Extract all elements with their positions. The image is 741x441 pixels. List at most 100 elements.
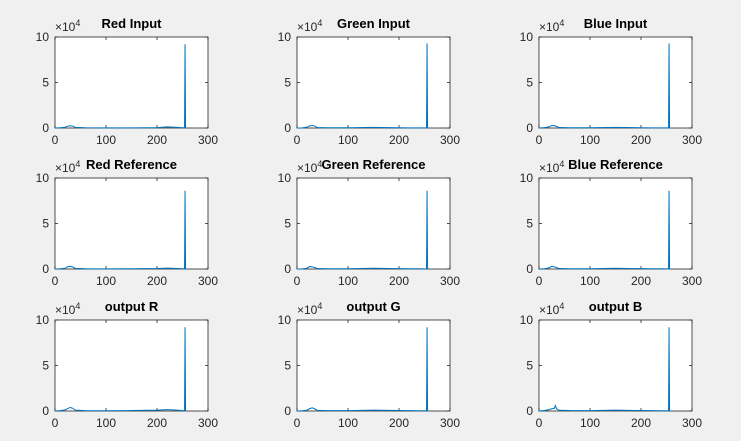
subplot-title: Blue Input <box>584 16 648 31</box>
subplot-3: 0 100 200 300 0 5 10 ×104 Blue Input <box>520 16 703 147</box>
y-tick-label: 0 <box>526 404 533 418</box>
y-exponent-label: ×104 <box>539 18 564 34</box>
y-exponent-label: ×104 <box>297 159 322 175</box>
x-tick-label: 0 <box>294 416 301 430</box>
subplot-7: 0 100 200 300 0 5 10 ×104 output R <box>36 299 219 430</box>
y-tick-label: 10 <box>36 171 50 185</box>
histogram-line <box>54 327 187 412</box>
axes-box <box>538 177 693 270</box>
x-tick-label: 0 <box>52 274 59 288</box>
y-exponent-label: ×104 <box>539 301 564 317</box>
x-tick-label: 300 <box>682 416 702 430</box>
subplot-6: 0 100 200 300 0 5 10 ×104 Blue Reference <box>520 157 703 288</box>
subplot-1: 0 100 200 300 0 5 10 ×104 Red Input <box>36 16 219 147</box>
x-tick-label: 0 <box>536 274 543 288</box>
x-tick-label: 100 <box>580 133 600 147</box>
x-tick-label: 100 <box>96 133 116 147</box>
x-tick-label: 300 <box>682 274 702 288</box>
subplot-title: output B <box>589 299 642 314</box>
y-tick-label: 0 <box>284 404 291 418</box>
axes-box <box>538 319 693 412</box>
x-tick-label: 300 <box>198 416 218 430</box>
x-tick-label: 200 <box>631 274 651 288</box>
axes-box <box>296 177 451 270</box>
y-tick-label: 10 <box>520 30 534 44</box>
y-tick-label: 0 <box>526 121 533 135</box>
y-tick-label: 5 <box>284 76 291 90</box>
x-tick-label: 0 <box>294 133 301 147</box>
x-tick-label: 100 <box>96 274 116 288</box>
x-tick-label: 100 <box>96 416 116 430</box>
y-tick-label: 0 <box>526 262 533 276</box>
x-tick-label: 200 <box>147 274 167 288</box>
histogram-line <box>296 327 429 412</box>
x-tick-label: 300 <box>682 133 702 147</box>
x-tick-label: 200 <box>631 416 651 430</box>
subplot-title: Blue Reference <box>568 157 663 172</box>
y-tick-label: 5 <box>42 359 49 373</box>
y-tick-label: 0 <box>42 121 49 135</box>
histogram-line <box>54 44 187 129</box>
x-tick-label: 200 <box>389 416 409 430</box>
y-exponent-label: ×104 <box>55 159 80 175</box>
x-tick-label: 200 <box>389 133 409 147</box>
y-tick-label: 0 <box>284 121 291 135</box>
x-tick-label: 200 <box>389 274 409 288</box>
subplot-9: 0 100 200 300 0 5 10 ×104 output B <box>520 299 703 430</box>
y-tick-label: 5 <box>42 76 49 90</box>
x-tick-label: 100 <box>338 416 358 430</box>
subplot-title: Red Reference <box>86 157 177 172</box>
x-tick-label: 100 <box>338 133 358 147</box>
x-tick-label: 0 <box>52 133 59 147</box>
y-tick-label: 10 <box>520 313 534 327</box>
y-tick-label: 5 <box>284 217 291 231</box>
histogram-line <box>538 190 671 270</box>
x-tick-label: 0 <box>294 274 301 288</box>
y-tick-label: 5 <box>526 76 533 90</box>
subplot-8: 0 100 200 300 0 5 10 ×104 output G <box>278 299 461 430</box>
x-tick-label: 300 <box>198 133 218 147</box>
x-tick-label: 300 <box>440 133 460 147</box>
y-exponent-label: ×104 <box>55 18 80 34</box>
y-tick-label: 0 <box>284 262 291 276</box>
x-tick-label: 0 <box>536 133 543 147</box>
subplot-5: 0 100 200 300 0 5 10 ×104 Green Reference <box>278 157 461 288</box>
y-tick-label: 10 <box>278 313 292 327</box>
y-tick-label: 10 <box>36 30 50 44</box>
subplot-title: output R <box>105 299 159 314</box>
x-tick-label: 300 <box>440 274 460 288</box>
x-tick-label: 200 <box>631 133 651 147</box>
y-tick-label: 5 <box>526 359 533 373</box>
y-tick-label: 10 <box>36 313 50 327</box>
subplot-title: output G <box>346 299 400 314</box>
y-tick-label: 5 <box>526 217 533 231</box>
axes-box <box>54 177 209 270</box>
subplot-title: Red Input <box>102 16 163 31</box>
x-tick-label: 100 <box>580 416 600 430</box>
y-exponent-label: ×104 <box>539 159 564 175</box>
y-tick-label: 0 <box>42 262 49 276</box>
y-tick-label: 5 <box>284 359 291 373</box>
y-tick-label: 10 <box>278 30 292 44</box>
subplot-4: 0 100 200 300 0 5 10 ×104 Red Reference <box>36 157 219 288</box>
x-tick-label: 0 <box>536 416 543 430</box>
histogram-line <box>54 190 187 270</box>
subplot-title: Green Reference <box>321 157 425 172</box>
y-tick-label: 5 <box>42 217 49 231</box>
x-tick-label: 0 <box>52 416 59 430</box>
x-tick-label: 300 <box>440 416 460 430</box>
y-tick-label: 0 <box>42 404 49 418</box>
y-exponent-label: ×104 <box>55 301 80 317</box>
histogram-line <box>538 43 671 129</box>
subplot-2: 0 100 200 300 0 5 10 ×104 Green Input <box>278 16 461 147</box>
x-tick-label: 200 <box>147 133 167 147</box>
y-tick-label: 10 <box>278 171 292 185</box>
y-exponent-label: ×104 <box>297 301 322 317</box>
histogram-line <box>296 43 429 129</box>
y-tick-label: 10 <box>520 171 534 185</box>
x-tick-label: 100 <box>580 274 600 288</box>
x-tick-label: 300 <box>198 274 218 288</box>
axes-box <box>54 36 209 129</box>
y-exponent-label: ×104 <box>297 18 322 34</box>
